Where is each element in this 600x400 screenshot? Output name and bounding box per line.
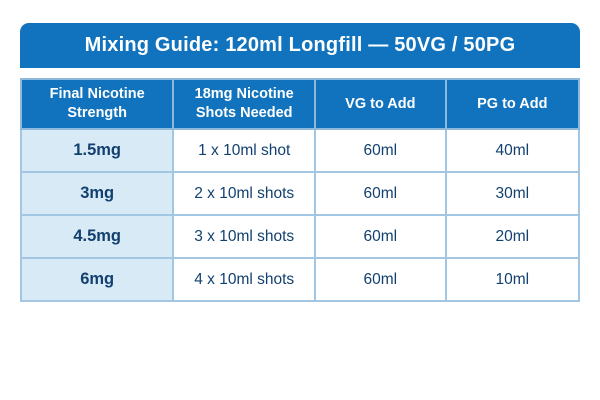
cell-pg-to-add: 30ml — [444, 171, 581, 216]
column-header-vg-to-add: VG to Add — [314, 78, 447, 130]
table-row: 3mg 2 x 10ml shots 60ml 30ml — [19, 171, 581, 216]
cell-pg-to-add: 40ml — [444, 128, 581, 173]
page-title: Mixing Guide: 120ml Longfill — 50VG / 50… — [84, 34, 516, 56]
cell-pg-to-add: 20ml — [444, 214, 581, 259]
mixing-guide-table: Final Nicotine Strength 18mg Nicotine Sh… — [19, 78, 581, 302]
cell-vg-to-add: 60ml — [314, 214, 447, 259]
cell-vg-to-add: 60ml — [314, 128, 447, 173]
cell-strength: 3mg — [19, 171, 175, 216]
table-row: 1.5mg 1 x 10ml shot 60ml 40ml — [19, 128, 581, 173]
cell-pg-to-add: 10ml — [444, 257, 581, 302]
cell-strength: 6mg — [19, 257, 175, 302]
cell-shots-needed: 4 x 10ml shots — [172, 257, 317, 302]
cell-vg-to-add: 60ml — [314, 257, 447, 302]
cell-shots-needed: 3 x 10ml shots — [172, 214, 317, 259]
table-header-row: Final Nicotine Strength 18mg Nicotine Sh… — [19, 78, 581, 130]
cell-strength: 4.5mg — [19, 214, 175, 259]
cell-strength: 1.5mg — [19, 128, 175, 173]
table-row: 4.5mg 3 x 10ml shots 60ml 20ml — [19, 214, 581, 259]
title-banner: Mixing Guide: 120ml Longfill — 50VG / 50… — [20, 23, 580, 68]
column-header-final-nicotine-strength: Final Nicotine Strength — [19, 78, 175, 130]
cell-shots-needed: 2 x 10ml shots — [172, 171, 317, 216]
cell-shots-needed: 1 x 10ml shot — [172, 128, 317, 173]
column-header-nicotine-shots-needed: 18mg Nicotine Shots Needed — [172, 78, 317, 130]
table-row: 6mg 4 x 10ml shots 60ml 10ml — [19, 257, 581, 302]
column-header-pg-to-add: PG to Add — [444, 78, 581, 130]
cell-vg-to-add: 60ml — [314, 171, 447, 216]
